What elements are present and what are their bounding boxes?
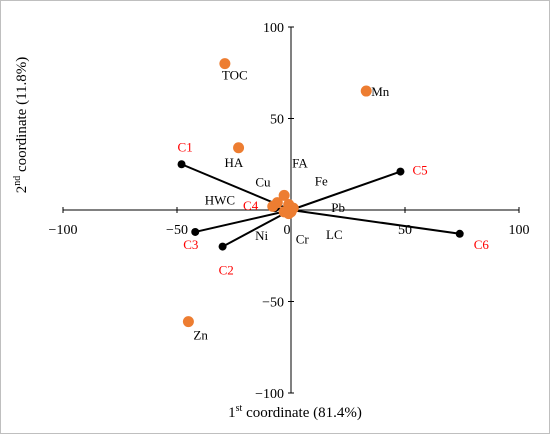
variable-point-zn bbox=[182, 316, 194, 328]
variable-point-ha bbox=[233, 142, 245, 154]
variable-label-fa: FA bbox=[292, 155, 308, 170]
y-tick-label: −50 bbox=[262, 296, 284, 311]
x-tick-label: −50 bbox=[166, 223, 188, 238]
variable-label-pb: Pb bbox=[331, 200, 345, 215]
variable-point-mn bbox=[360, 85, 372, 97]
sample-point-c6 bbox=[455, 229, 464, 238]
sample-vector-c2 bbox=[222, 209, 292, 248]
x-axis-label: 1st coordinate (81.4%) bbox=[228, 403, 362, 421]
sample-point-c5 bbox=[396, 167, 405, 176]
variable-point-hwc bbox=[267, 200, 279, 212]
variable-label-ha: HA bbox=[225, 155, 244, 170]
sample-label-c5: C5 bbox=[412, 163, 427, 178]
x-tick-label: −100 bbox=[49, 223, 78, 238]
sample-label-c4: C4 bbox=[243, 198, 259, 213]
x-tick-label: 0 bbox=[284, 223, 291, 238]
sample-point-c3 bbox=[191, 227, 200, 236]
variable-label-lc: LC bbox=[326, 227, 343, 242]
variable-point-ni bbox=[278, 206, 290, 218]
y-axis-label: 2nd coordinate (11.8%) bbox=[12, 57, 30, 193]
data-points bbox=[177, 58, 464, 328]
sample-label-c2: C2 bbox=[219, 263, 234, 278]
sample-label-c1: C1 bbox=[178, 139, 193, 154]
y-tick-label: 50 bbox=[270, 113, 284, 128]
variable-label-ni: Ni bbox=[255, 228, 268, 243]
variable-label-fe: Fe bbox=[315, 174, 328, 189]
variable-label-zn: Zn bbox=[193, 328, 208, 343]
variable-label-toc: TOC bbox=[222, 68, 248, 83]
y-tick-label: 100 bbox=[263, 21, 284, 36]
sample-label-c3: C3 bbox=[183, 237, 198, 252]
sample-point-c1 bbox=[177, 160, 186, 169]
sample-point-c2 bbox=[218, 242, 227, 251]
variable-label-mn: Mn bbox=[371, 84, 390, 99]
sample-vector-c5 bbox=[290, 170, 401, 211]
sample-vector-c3 bbox=[195, 209, 292, 233]
x-tick-label: 100 bbox=[509, 223, 530, 238]
y-tick-label: −100 bbox=[255, 387, 284, 402]
point-labels: TOC Mn HA FA Fe Cu HWC Pb LC Cr Ni Zn C1 C2 C3 C4 C5 C6 bbox=[178, 68, 490, 343]
variable-label-cr: Cr bbox=[296, 232, 310, 247]
sample-label-c6: C6 bbox=[474, 237, 490, 252]
variable-label-cu: Cu bbox=[255, 175, 271, 190]
variable-label-hwc: HWC bbox=[205, 192, 235, 207]
variable-point-fa bbox=[278, 189, 290, 201]
variable-point-toc bbox=[219, 58, 231, 70]
sample-vector-c6 bbox=[290, 209, 460, 235]
